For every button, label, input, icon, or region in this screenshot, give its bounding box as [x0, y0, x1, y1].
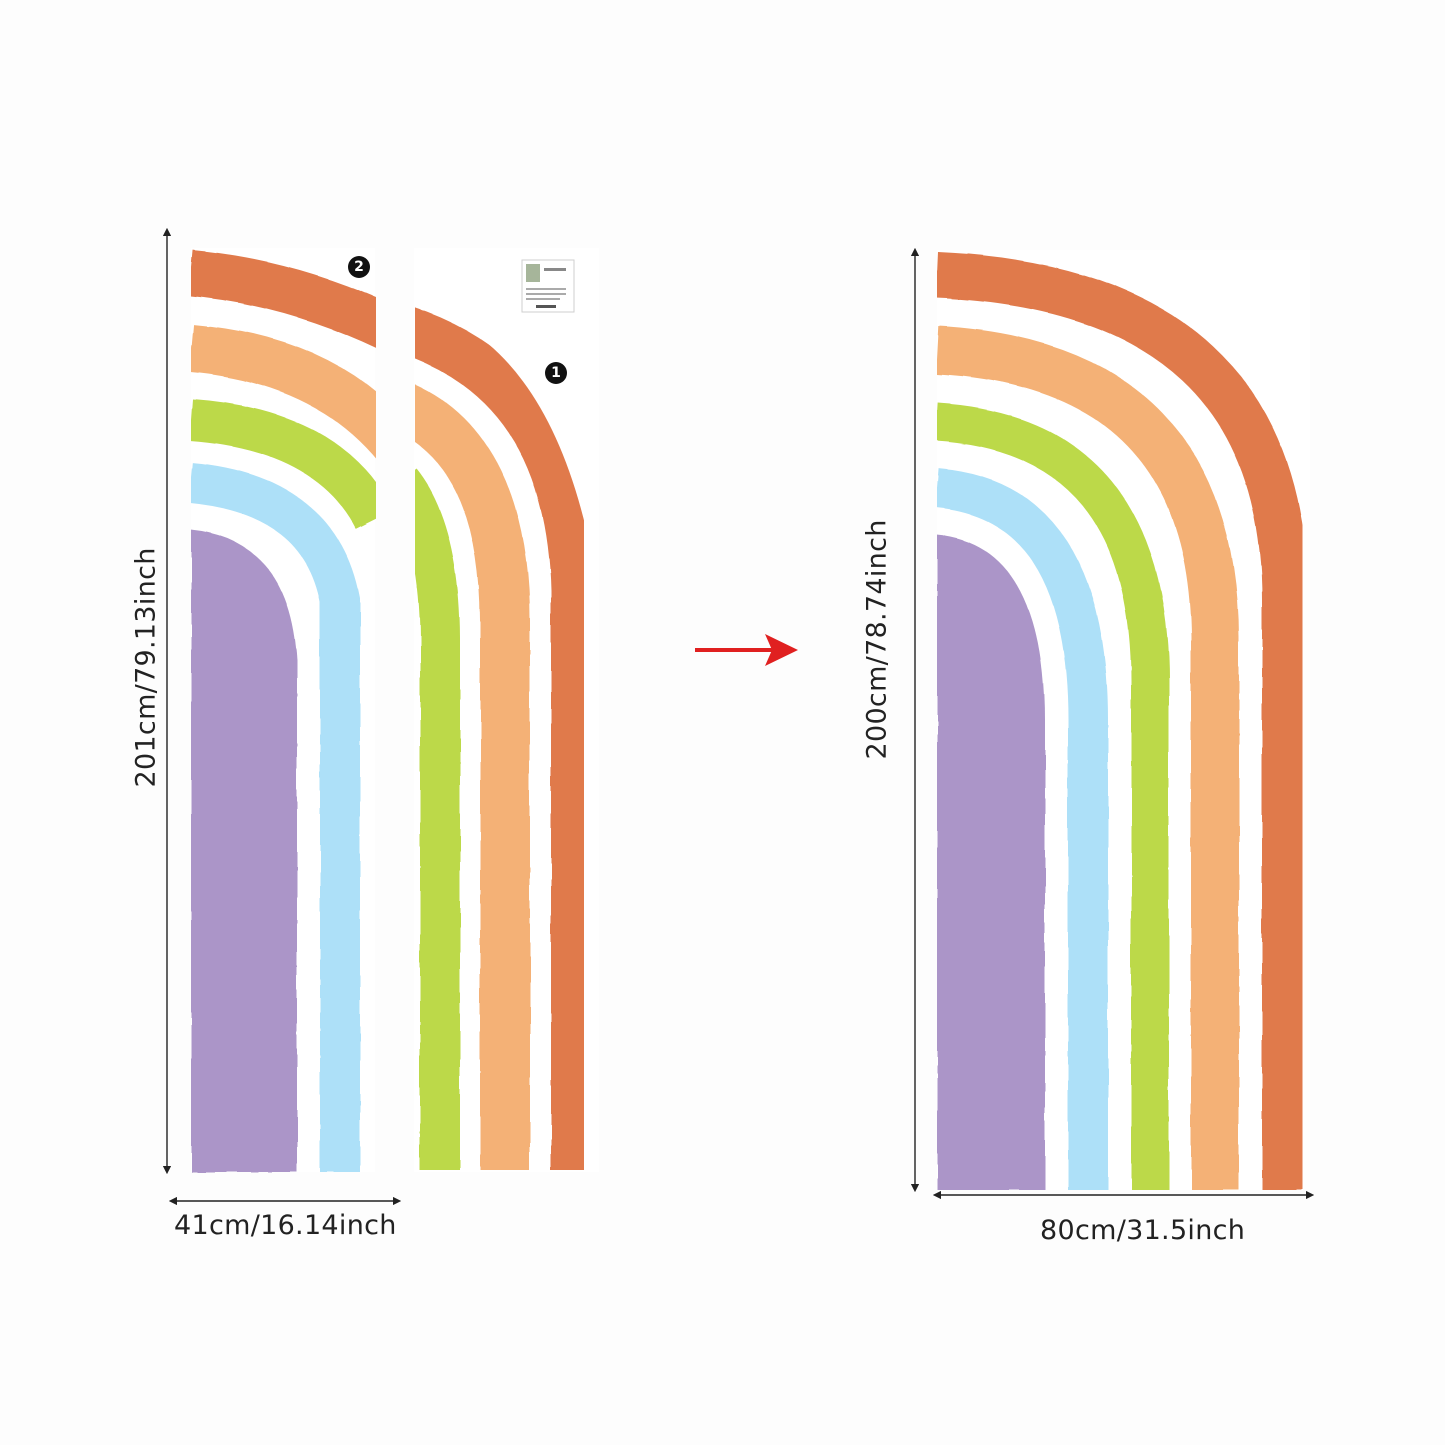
left-width-label: 41cm/16.14inch: [174, 1210, 397, 1241]
right-width-label: 80cm/31.5inch: [1040, 1215, 1246, 1246]
piece-two-badge: 2: [348, 256, 370, 278]
band-blue: [937, 468, 1108, 1190]
band-purple: [937, 535, 1045, 1190]
piece-one-badge: 1: [545, 362, 567, 384]
band-red: [937, 252, 1308, 1190]
left-height-label: 201cm/79.13inch: [130, 547, 162, 788]
product-label-thumbnail: [521, 259, 575, 313]
band-green: [937, 403, 1169, 1190]
band-purple: [191, 530, 297, 1172]
band-orange: [191, 324, 376, 459]
band-red: [191, 250, 376, 348]
band-blue: [191, 463, 360, 1172]
band-red: [415, 305, 598, 1170]
red-arrow-icon: [695, 634, 798, 666]
band-green: [191, 399, 376, 530]
band-orange: [415, 382, 530, 1170]
band-orange: [937, 326, 1239, 1190]
right-height-label: 200cm/78.74inch: [861, 519, 893, 760]
band-green: [415, 467, 460, 1170]
